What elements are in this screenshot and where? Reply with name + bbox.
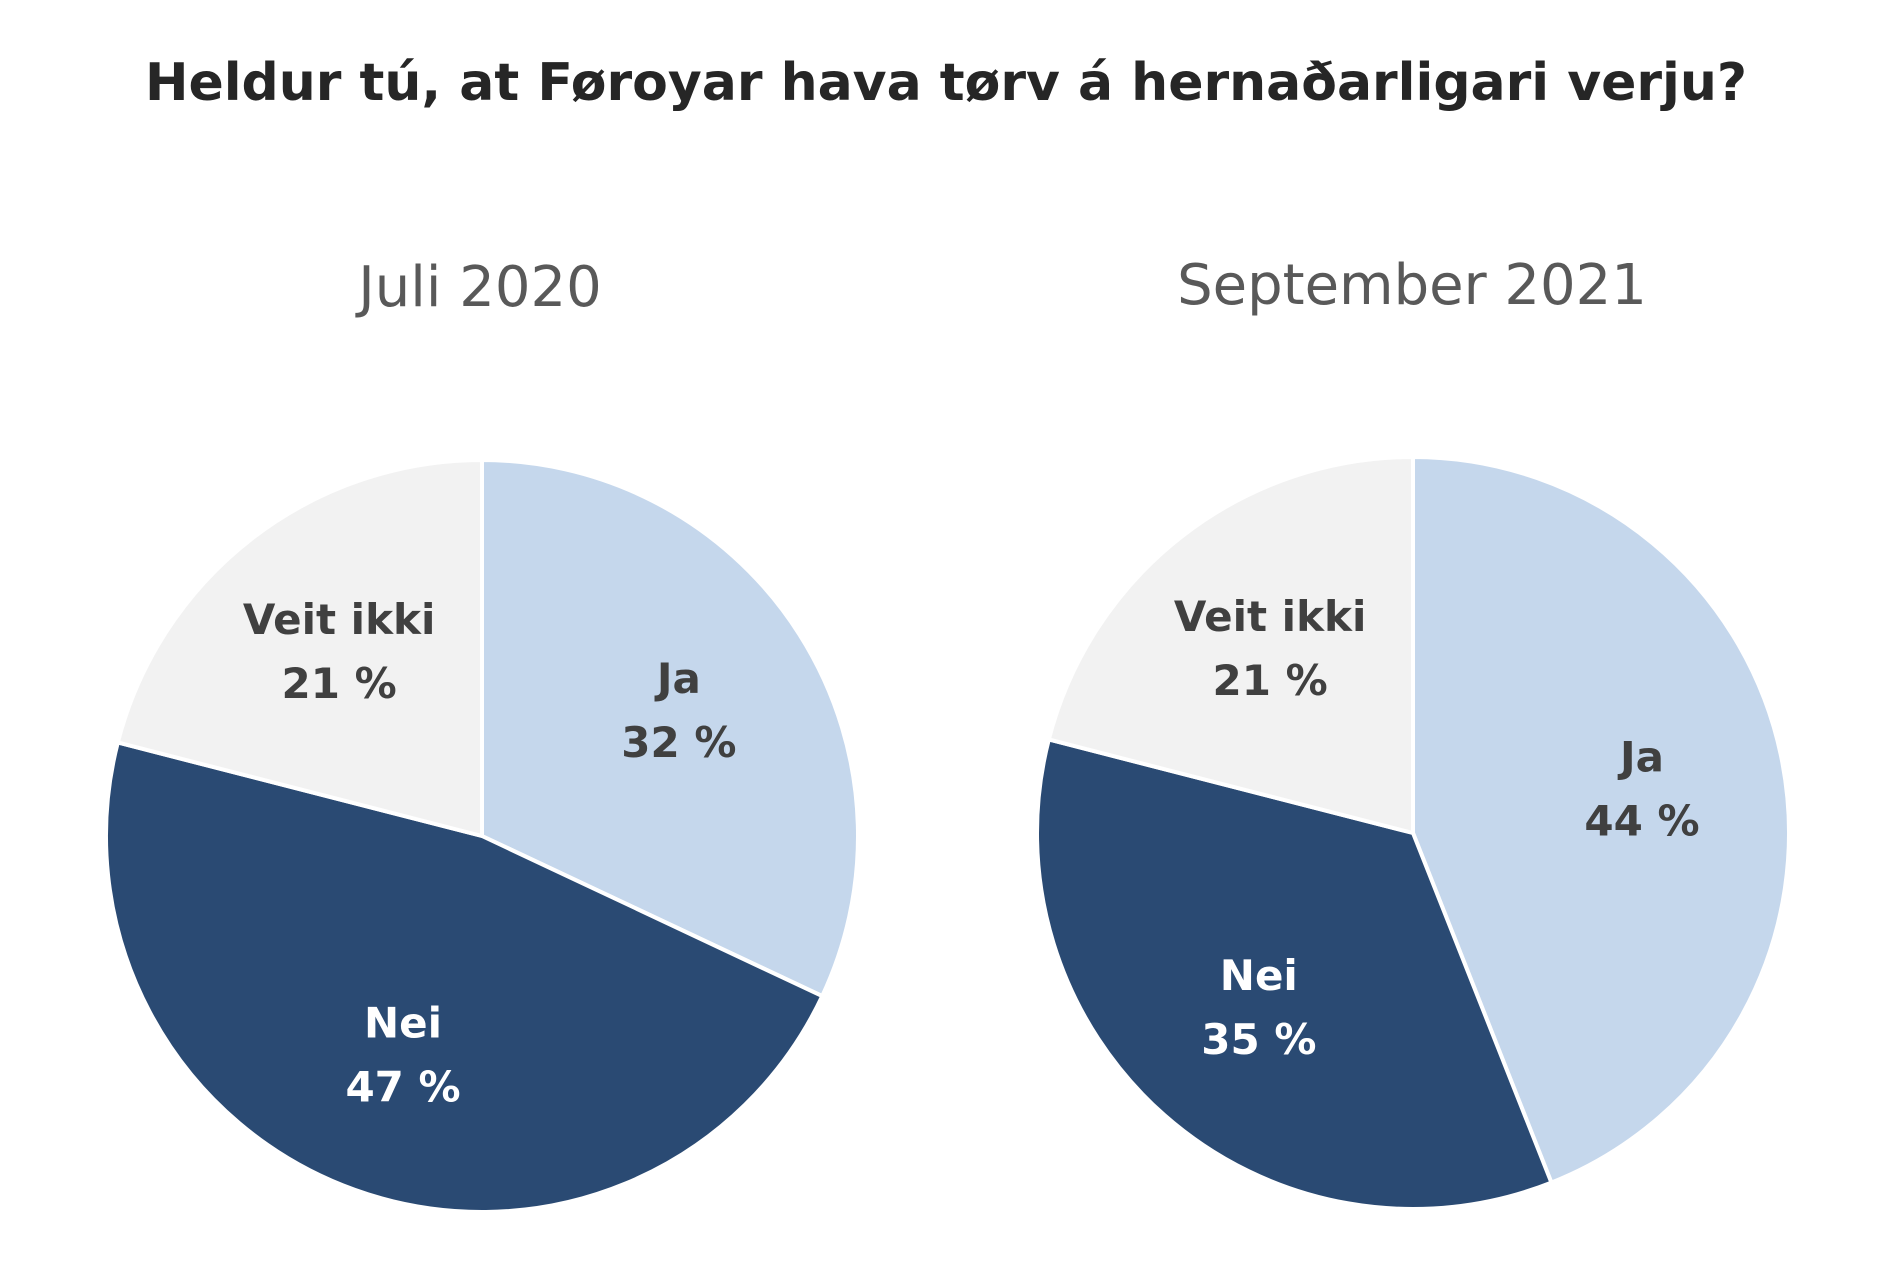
pie-chart-2: September 2021 Ja 44 % Nei 35 % Veit ikki 21 … bbox=[1034, 253, 1792, 1212]
pie-slice-veit-ikki bbox=[115, 458, 484, 838]
slice-category-label-nei: Nei bbox=[1220, 951, 1298, 1000]
slice-value-label-nei: 35 % bbox=[1201, 1015, 1316, 1064]
slice-value-label-nei: 47 % bbox=[345, 1062, 460, 1111]
pie-slice-ja bbox=[1411, 455, 1792, 1185]
chart-title: Heldur tú, at Føroyar hava tørv á hernað… bbox=[145, 53, 1747, 113]
pie-2-title: September 2021 bbox=[1177, 253, 1647, 318]
slice-category-label-ja: Ja bbox=[654, 654, 701, 703]
slice-value-label-veit-ikki: 21 % bbox=[282, 659, 397, 708]
pie-1-title: Juli 2020 bbox=[355, 255, 601, 320]
slice-category-label-nei: Nei bbox=[364, 998, 442, 1047]
slice-category-label-ja: Ja bbox=[1617, 732, 1664, 781]
slice-value-label-ja: 32 % bbox=[621, 718, 736, 767]
pie-1-slices bbox=[104, 458, 860, 1214]
pie-slice-veit-ikki bbox=[1046, 455, 1415, 835]
pie-slice-nei bbox=[104, 740, 825, 1214]
pie-slice-ja bbox=[480, 458, 860, 999]
slice-category-label-veit-ikki: Veit ikki bbox=[1174, 592, 1366, 641]
pie-1-labels: Ja 32 % Nei 47 % Veit ikki 21 % bbox=[243, 595, 737, 1112]
pie-2-labels: Ja 44 % Nei 35 % Veit ikki 21 % bbox=[1174, 592, 1700, 1064]
pie-2-slices bbox=[1034, 455, 1792, 1212]
slice-category-label-veit-ikki: Veit ikki bbox=[243, 595, 435, 644]
slice-value-label-ja: 44 % bbox=[1584, 796, 1699, 845]
slice-value-label-veit-ikki: 21 % bbox=[1213, 656, 1328, 705]
pie-chart-1: Juli 2020 Ja 32 % Nei 47 % Veit ikki 21 % bbox=[104, 255, 860, 1214]
pie-slice-nei bbox=[1034, 737, 1554, 1212]
